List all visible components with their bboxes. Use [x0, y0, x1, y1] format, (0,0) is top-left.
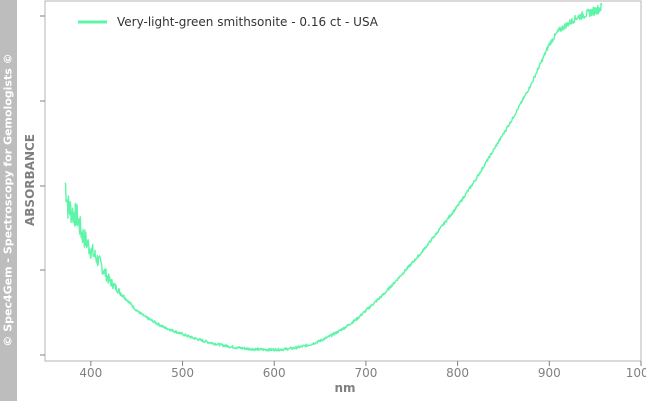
legend-label: Very-light-green smithsonite - 0.16 ct -… [117, 15, 379, 29]
x-tick-label: 700 [354, 366, 377, 380]
watermark-sidebar: © Spec4Gem - Spectroscopy for Gemologist… [0, 0, 17, 401]
x-axis-title: nm [334, 381, 355, 395]
x-tick-label: 800 [446, 366, 469, 380]
x-tick-label: 600 [263, 366, 286, 380]
x-tick-label: 500 [171, 366, 194, 380]
series-line [64, 2, 603, 352]
x-axis: 400 500 600 700 800 900 1000 [79, 361, 646, 380]
x-tick-label: 1000 [626, 366, 646, 380]
series-group [64, 2, 603, 352]
y-axis-ticks [40, 15, 45, 356]
plot-frame [44, 0, 642, 362]
legend: Very-light-green smithsonite - 0.16 ct -… [78, 15, 379, 29]
y-axis-title: ABSORBANCE [23, 134, 37, 226]
x-tick-label: 900 [538, 366, 561, 380]
x-tick-label: 400 [79, 366, 102, 380]
